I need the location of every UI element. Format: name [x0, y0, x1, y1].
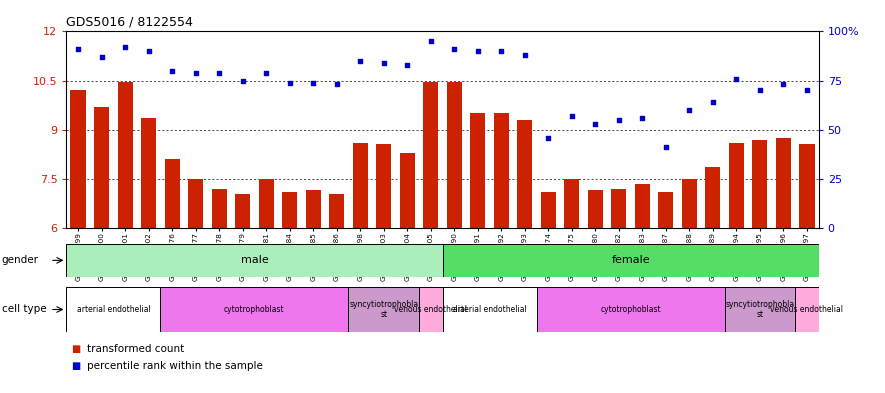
Point: [189, 70, 203, 76]
Point: [353, 58, 367, 64]
Text: gender: gender: [2, 255, 39, 265]
Bar: [419, 287, 442, 332]
Text: female: female: [612, 255, 650, 265]
Bar: [728, 143, 744, 228]
Text: male: male: [241, 255, 268, 265]
Bar: [658, 192, 673, 228]
Bar: [235, 194, 250, 228]
Point: [71, 46, 85, 52]
Point: [306, 79, 320, 86]
Point: [95, 54, 109, 60]
Text: ■: ■: [71, 362, 80, 371]
Bar: [588, 190, 603, 228]
Point: [212, 70, 227, 76]
Bar: [94, 107, 109, 228]
Bar: [423, 82, 438, 228]
Point: [235, 77, 250, 84]
Text: cell type: cell type: [2, 305, 46, 314]
Bar: [536, 287, 725, 332]
Point: [471, 48, 485, 54]
Point: [282, 79, 296, 86]
Bar: [799, 145, 814, 228]
Text: arterial endothelial: arterial endothelial: [76, 305, 150, 314]
Bar: [752, 140, 767, 228]
Point: [424, 38, 438, 44]
Point: [377, 60, 391, 66]
Text: transformed count: transformed count: [87, 344, 184, 354]
Bar: [188, 179, 204, 228]
Bar: [517, 120, 533, 228]
Point: [800, 87, 814, 94]
Bar: [776, 138, 791, 228]
Point: [753, 87, 767, 94]
Bar: [352, 143, 368, 228]
Text: syncytiotrophobla
st: syncytiotrophobla st: [350, 300, 419, 319]
Bar: [66, 287, 160, 332]
Bar: [329, 194, 344, 228]
Point: [612, 117, 626, 123]
Bar: [66, 244, 442, 277]
Text: ■: ■: [71, 344, 80, 354]
Bar: [212, 189, 227, 228]
Text: cytotrophoblast: cytotrophoblast: [224, 305, 285, 314]
Bar: [258, 179, 273, 228]
Point: [565, 113, 579, 119]
Point: [142, 48, 156, 54]
Point: [118, 44, 132, 50]
Bar: [305, 190, 321, 228]
Bar: [705, 167, 720, 228]
Point: [165, 68, 180, 74]
Point: [494, 48, 508, 54]
Bar: [795, 287, 819, 332]
Bar: [635, 184, 650, 228]
Text: percentile rank within the sample: percentile rank within the sample: [87, 362, 263, 371]
Point: [518, 52, 532, 58]
Bar: [376, 145, 391, 228]
Bar: [725, 287, 795, 332]
Bar: [349, 287, 419, 332]
Point: [542, 134, 556, 141]
Text: syncytiotrophobla
st: syncytiotrophobla st: [726, 300, 795, 319]
Point: [259, 70, 273, 76]
Text: GDS5016 / 8122554: GDS5016 / 8122554: [66, 16, 193, 29]
Point: [776, 81, 790, 88]
Bar: [118, 82, 133, 228]
Point: [589, 121, 603, 127]
Bar: [612, 189, 627, 228]
Point: [705, 99, 720, 105]
Point: [635, 115, 650, 121]
Bar: [400, 152, 415, 228]
Text: venous endothelial: venous endothelial: [770, 305, 843, 314]
Point: [658, 144, 673, 151]
Point: [400, 62, 414, 68]
Point: [447, 46, 461, 52]
Bar: [564, 179, 580, 228]
Bar: [165, 159, 180, 228]
Bar: [282, 192, 297, 228]
Text: venous endothelial: venous endothelial: [394, 305, 467, 314]
Bar: [141, 118, 157, 228]
Point: [682, 107, 696, 113]
Text: arterial endothelial: arterial endothelial: [452, 305, 527, 314]
Text: cytotrophoblast: cytotrophoblast: [600, 305, 661, 314]
Bar: [494, 113, 509, 228]
Bar: [442, 244, 819, 277]
Bar: [160, 287, 349, 332]
Bar: [470, 113, 485, 228]
Point: [329, 81, 343, 88]
Bar: [681, 179, 697, 228]
Bar: [442, 287, 536, 332]
Bar: [71, 90, 86, 228]
Bar: [541, 192, 556, 228]
Point: [729, 75, 743, 82]
Bar: [447, 82, 462, 228]
